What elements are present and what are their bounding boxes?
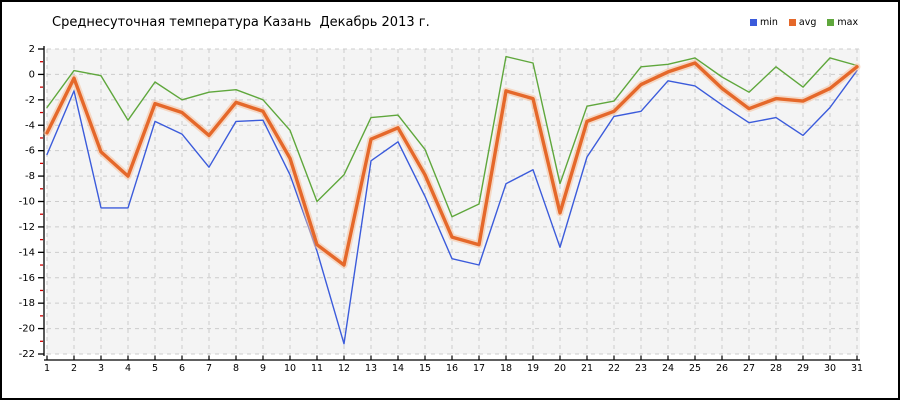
x-tick-label: 21 bbox=[581, 363, 593, 374]
max-line bbox=[46, 55, 858, 218]
min-series-swatch-icon bbox=[750, 19, 757, 26]
x-tick-label: 13 bbox=[365, 363, 377, 374]
x-tick-label: 5 bbox=[152, 363, 158, 374]
y-tick-label: 2 bbox=[29, 44, 35, 55]
min-line bbox=[46, 69, 858, 345]
y-tick-label: -6 bbox=[25, 146, 35, 157]
x-tick-label: 28 bbox=[770, 363, 782, 374]
x-tick-label: 24 bbox=[662, 363, 674, 374]
avg-line bbox=[45, 61, 859, 267]
x-tick-label: 12 bbox=[338, 363, 350, 374]
x-tick-label: 16 bbox=[446, 363, 458, 374]
y-tick-label: -10 bbox=[19, 197, 35, 208]
legend-label-avg: avg bbox=[798, 17, 817, 28]
avg-series-swatch-icon bbox=[788, 19, 796, 26]
x-tick-label: 1 bbox=[44, 363, 50, 374]
x-tick-label: 10 bbox=[284, 363, 296, 374]
x-tick-label: 2 bbox=[71, 363, 77, 374]
y-tick-label: -2 bbox=[25, 95, 35, 106]
y-tick-label: -18 bbox=[19, 298, 35, 309]
legend-item-max: max bbox=[827, 17, 858, 28]
x-tick-label: 30 bbox=[824, 363, 836, 374]
legend-item-avg: avg bbox=[788, 17, 817, 28]
x-tick-label: 20 bbox=[554, 363, 566, 374]
y-tick-label: -20 bbox=[19, 324, 35, 335]
legend-item-min: min bbox=[750, 17, 778, 28]
y-tick-label: -16 bbox=[19, 273, 35, 284]
x-tick-label: 19 bbox=[527, 363, 539, 374]
x-tick-label: 6 bbox=[179, 363, 185, 374]
legend: min avg max bbox=[750, 17, 858, 28]
y-tick-label: -14 bbox=[19, 247, 35, 258]
y-tick-label: 0 bbox=[29, 69, 35, 80]
legend-label-min: min bbox=[760, 17, 778, 28]
x-tick-label: 9 bbox=[260, 363, 266, 374]
legend-label-max: max bbox=[837, 17, 859, 28]
chart-title: Среднесуточная температура Казань Декабр… bbox=[52, 15, 430, 30]
x-tick-label: 15 bbox=[419, 363, 431, 374]
x-tick-label: 3 bbox=[98, 363, 104, 374]
x-tick-label: 27 bbox=[743, 363, 755, 374]
max-series-swatch-icon bbox=[827, 19, 835, 26]
x-tick-label: 26 bbox=[716, 363, 728, 374]
x-tick-label: 17 bbox=[473, 363, 485, 374]
x-tick-label: 11 bbox=[311, 363, 323, 374]
x-tick-label: 14 bbox=[392, 363, 404, 374]
x-tick-label: 29 bbox=[797, 363, 809, 374]
x-tick-label: 25 bbox=[689, 363, 701, 374]
x-tick-label: 7 bbox=[206, 363, 212, 374]
y-tick-label: -4 bbox=[25, 120, 35, 131]
y-tick-label: -22 bbox=[19, 349, 35, 360]
x-tick-label: 18 bbox=[500, 363, 512, 374]
x-tick-label: 8 bbox=[233, 363, 239, 374]
x-tick-label: 22 bbox=[608, 363, 620, 374]
x-tick-label: 31 bbox=[851, 363, 863, 374]
y-tick-label: -8 bbox=[25, 171, 35, 182]
x-tick-label: 4 bbox=[125, 363, 131, 374]
x-tick-label: 23 bbox=[635, 363, 647, 374]
y-tick-label: -12 bbox=[19, 222, 35, 233]
